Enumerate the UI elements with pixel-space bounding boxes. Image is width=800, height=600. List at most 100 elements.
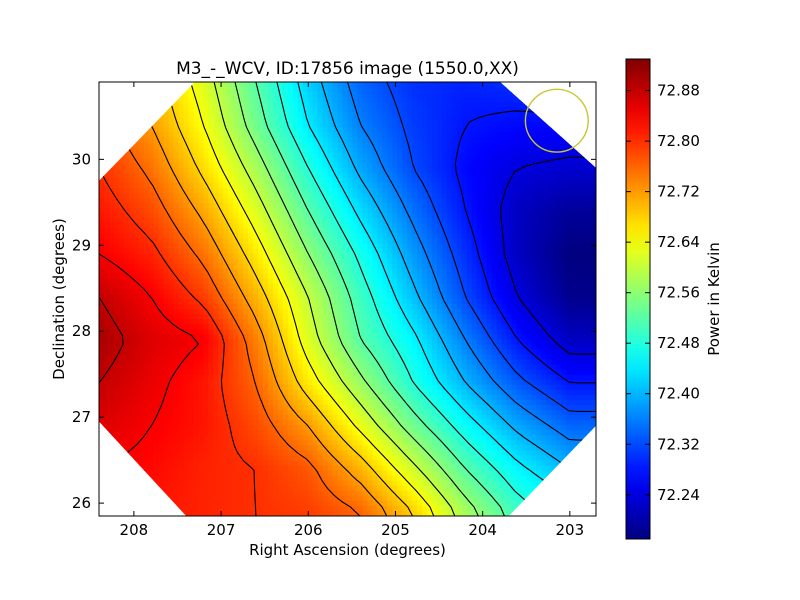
heatmap-cell (168, 167, 175, 174)
heatmap-cell (123, 218, 130, 224)
heatmap-cell (108, 147, 115, 154)
heatmap-cell (407, 208, 413, 214)
heatmap-cell (471, 273, 478, 280)
heatmap-cell (138, 167, 145, 174)
heatmap-cell (377, 329, 383, 335)
heatmap-cell (417, 288, 423, 295)
heatmap-cell (417, 319, 423, 325)
heatmap-cell (218, 314, 224, 320)
heatmap-cell (511, 213, 518, 219)
heatmap-cell (481, 324, 488, 330)
heatmap-cell (342, 122, 349, 129)
heatmap-cell (99, 137, 105, 144)
heatmap-cell (277, 273, 284, 280)
heatmap-cell (372, 299, 378, 305)
heatmap-cell (352, 107, 359, 113)
heatmap-cell (332, 132, 339, 139)
heatmap-cell (178, 208, 185, 214)
heatmap-cell (302, 213, 309, 219)
heatmap-cell (183, 147, 190, 154)
heatmap-cell (267, 107, 274, 113)
heatmap-cell (451, 253, 458, 260)
heatmap-cell (282, 203, 289, 209)
heatmap-cell (178, 319, 185, 325)
heatmap-cell (481, 233, 488, 240)
heatmap-cell (556, 248, 562, 255)
heatmap-cell (228, 319, 234, 325)
heatmap-cell (133, 268, 140, 275)
heatmap-cell (153, 117, 160, 123)
heatmap-cell (198, 182, 204, 189)
heatmap-cell (481, 172, 488, 179)
heatmap-cell (103, 324, 110, 330)
heatmap-cell (272, 288, 279, 295)
heatmap-cell (486, 152, 493, 159)
heatmap-cell (99, 238, 105, 245)
heatmap-cell (253, 162, 259, 169)
heatmap-cell (521, 127, 528, 134)
heatmap-cell (576, 203, 582, 209)
heatmap-cell (561, 258, 567, 265)
heatmap-cell (267, 177, 274, 184)
heatmap-cell (541, 283, 547, 290)
heatmap-cell (441, 142, 448, 149)
heatmap-cell (118, 304, 125, 310)
heatmap-cell (243, 283, 249, 290)
heatmap-cell (566, 253, 572, 260)
heatmap-cell (183, 172, 190, 179)
heatmap-cell (536, 314, 542, 320)
heatmap-cell (302, 223, 309, 229)
heatmap-cell (481, 152, 488, 159)
heatmap-cell (128, 127, 135, 134)
heatmap-cell (516, 167, 523, 174)
heatmap-cell (327, 92, 334, 98)
heatmap-cell (322, 324, 329, 330)
heatmap-cell (248, 208, 254, 214)
heatmap-cell (511, 177, 518, 184)
heatmap-cell (461, 218, 468, 224)
heatmap-cell (173, 198, 180, 204)
heatmap-cell (436, 248, 443, 255)
heatmap-cell (312, 223, 319, 229)
heatmap-cell (412, 233, 418, 240)
heatmap-cell (168, 278, 175, 285)
heatmap-cell (382, 87, 388, 93)
heatmap-cell (441, 167, 448, 174)
heatmap-cell (521, 263, 528, 270)
heatmap-cell (148, 182, 155, 189)
heatmap-cell (367, 253, 373, 260)
heatmap-cell (103, 329, 110, 335)
heatmap-cell (417, 203, 423, 209)
heatmap-cell (173, 107, 180, 113)
heatmap-cell (272, 132, 279, 139)
heatmap-cell (506, 102, 513, 108)
heatmap-cell (238, 319, 244, 325)
heatmap-cell (297, 82, 304, 88)
heatmap-cell (422, 324, 428, 330)
heatmap-cell (128, 203, 135, 209)
heatmap-cell (367, 97, 373, 103)
heatmap-cell (441, 283, 448, 290)
heatmap-cell (461, 319, 468, 325)
heatmap-cell (332, 157, 339, 164)
heatmap-cell (417, 304, 423, 310)
heatmap-cell (481, 218, 488, 224)
heatmap-cell (133, 299, 140, 305)
heatmap-cell (287, 177, 294, 184)
heatmap-cell (541, 238, 547, 245)
heatmap-cell (297, 122, 304, 129)
heatmap-cell (178, 127, 185, 134)
heatmap-cell (277, 299, 284, 305)
heatmap-cell (213, 263, 219, 270)
heatmap-cell (466, 299, 473, 305)
heatmap-cell (591, 218, 596, 224)
heatmap-cell (99, 92, 105, 98)
heatmap-cell (536, 319, 542, 325)
heatmap-cell (297, 97, 304, 103)
heatmap-cell (272, 329, 279, 335)
heatmap-cell (123, 228, 130, 234)
heatmap-cell (591, 309, 596, 315)
heatmap-cell (203, 319, 209, 325)
heatmap-cell (352, 319, 359, 325)
heatmap-cell (292, 208, 299, 214)
